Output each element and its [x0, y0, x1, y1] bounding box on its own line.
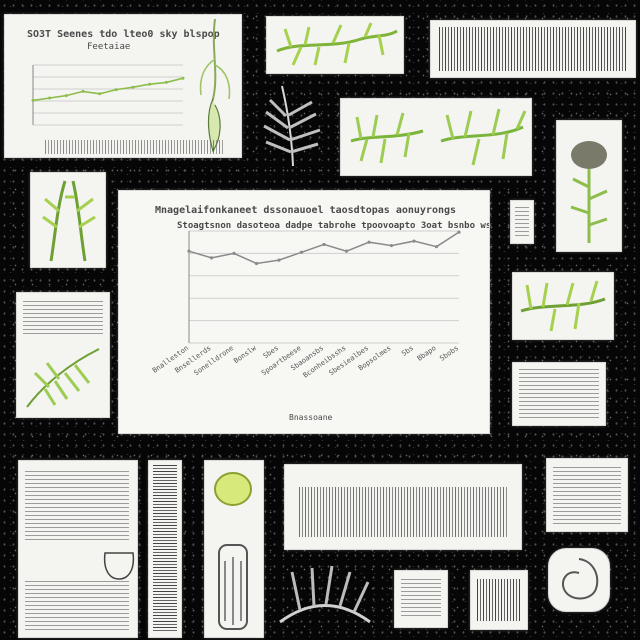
- small-chart-card: SO3T Seenes tdo lteo0 sky blspop Feetaia…: [4, 14, 242, 158]
- data-point: [131, 85, 135, 89]
- barcode-stripes: [439, 27, 627, 71]
- series-line: [32, 77, 184, 102]
- branch-icon: [276, 22, 398, 66]
- barcode-label-top: [430, 20, 636, 78]
- data-point: [48, 96, 52, 100]
- data-point: [31, 98, 35, 102]
- small-chart-footer-ticks: [45, 140, 225, 154]
- vertical-barcode-card: [148, 460, 182, 638]
- right-text-card: [512, 362, 606, 426]
- x-tick-label: Bbapo: [416, 344, 438, 363]
- data-point: [232, 251, 236, 255]
- data-point: [412, 239, 416, 243]
- data-point: [367, 240, 371, 244]
- small-card-2: [470, 570, 528, 630]
- vertical-barcode: [153, 465, 177, 633]
- strip-chart-bars: [299, 487, 509, 537]
- small-card-2-bars: [477, 579, 521, 621]
- bottle-sketch-icon: [103, 552, 135, 580]
- data-point: [344, 249, 349, 253]
- specimen-icon: [570, 141, 608, 243]
- data-point: [457, 230, 461, 234]
- main-chart-title: Mnagelaifonkaneet dssonauoel taosdtopas …: [155, 205, 457, 216]
- leaf-illustration-icon: [26, 348, 100, 408]
- plant-strip-card: [266, 16, 404, 74]
- specimen-card-right: [556, 120, 622, 252]
- x-tick-label: Sonelldrone: [193, 344, 236, 377]
- green-plant-card: [340, 98, 532, 176]
- data-point: [98, 92, 102, 96]
- small-chart-plant-sketch: [199, 18, 231, 153]
- main-chart-card: Mnagelaifonkaneet dssonauoel taosdtopas …: [118, 190, 490, 434]
- vine-icon: [42, 180, 96, 262]
- plant-branch-right-icon: [440, 108, 527, 166]
- small-card-1: [394, 570, 448, 628]
- fern-sketch-icon: [263, 85, 321, 167]
- small-card-3: [548, 548, 610, 612]
- series-line: [188, 231, 460, 265]
- data-point: [114, 88, 118, 92]
- data-point: [322, 242, 326, 247]
- x-tick-label: Sbs: [400, 344, 415, 358]
- spiral-sketch-icon: [561, 558, 599, 600]
- small-chart-subtitle: Feetaiae: [87, 42, 131, 52]
- plant-branch-left-icon: [350, 112, 424, 164]
- x-tick-label: Bonslw: [232, 344, 258, 366]
- data-point: [181, 76, 185, 80]
- x-tick-label: Sbobs: [438, 344, 460, 363]
- bottom-strip-card: [284, 464, 522, 550]
- tag-lines: [515, 207, 529, 237]
- vial-card: [204, 460, 264, 638]
- sprig-icon: [520, 280, 606, 332]
- bottom-right-text-card: [546, 458, 628, 532]
- left-plant-card: [30, 172, 106, 268]
- document-text-lines: [23, 301, 103, 337]
- vial-icon: [214, 472, 252, 630]
- data-point: [434, 245, 439, 249]
- data-point: [389, 243, 394, 248]
- small-card-1-lines: [401, 579, 441, 619]
- page-text-lines-2: [25, 581, 129, 631]
- right-text-lines: [519, 369, 599, 419]
- data-point: [187, 249, 191, 253]
- bottom-right-text-lines: [553, 467, 621, 525]
- main-chart-subtitle: Stoagtsnon dasoteoa dadpe tabrohe tpoovo…: [177, 221, 490, 231]
- data-point: [164, 80, 168, 84]
- main-chart-xlabel: Bnassoane: [289, 413, 333, 422]
- small-chart-svg: [31, 64, 185, 126]
- data-point: [254, 261, 259, 266]
- data-point: [277, 258, 281, 262]
- left-document-card: [16, 292, 110, 418]
- small-tag: [510, 200, 534, 244]
- page-text-lines: [25, 471, 129, 541]
- coral-sketch-icon: [279, 565, 371, 624]
- data-point: [209, 256, 214, 260]
- data-point: [148, 82, 152, 86]
- data-point: [64, 94, 68, 98]
- data-point: [81, 89, 85, 93]
- small-chart-title: SO3T Seenes tdo lteo0 sky blspop: [27, 29, 220, 40]
- right-plant-card: [512, 272, 614, 340]
- data-point: [299, 250, 304, 254]
- bottom-left-page: [18, 460, 138, 638]
